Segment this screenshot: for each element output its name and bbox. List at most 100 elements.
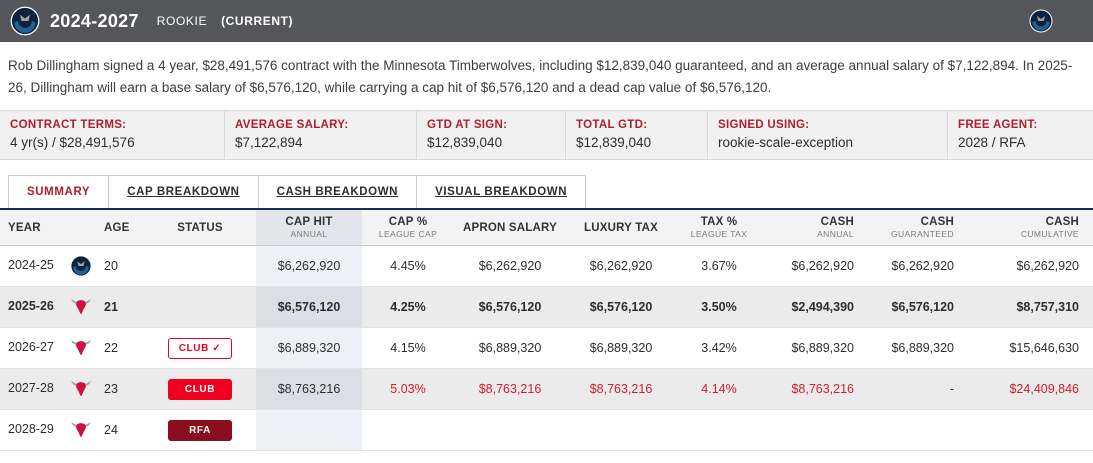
- tax-pct-cell: 3.50%: [701, 300, 737, 315]
- term-label: FREE AGENT:: [958, 119, 1038, 132]
- age-cell: 23: [104, 382, 118, 397]
- cap-hit-cell: [256, 410, 362, 451]
- apron-salary-cell: $6,889,320: [478, 341, 542, 356]
- cash-cumulative-cell: $8,757,310: [1016, 300, 1079, 315]
- term-gtd-at-sign: GTD AT SIGN: $12,839,040: [416, 111, 565, 160]
- contract-summary-text: Rob Dillingham signed a 4 year, $28,491,…: [8, 58, 1073, 95]
- cap-pct-cell: 4.25%: [390, 300, 426, 315]
- team-cell: [58, 337, 104, 359]
- apron-salary-cell: $6,576,120: [478, 300, 542, 315]
- contract-current-label: (CURRENT): [221, 14, 294, 28]
- th-apron-salary: APRON SALARY: [463, 221, 557, 234]
- term-value: 2028 / RFA: [958, 135, 1026, 151]
- table-row: 2027-28 23 CLUB $8,763,216 5.03% $8,763,…: [0, 369, 1093, 411]
- team-cell: [58, 296, 104, 318]
- year-cell: 2027-28: [8, 381, 54, 396]
- term-label: GTD AT SIGN:: [427, 119, 508, 132]
- luxury-tax-cell: $6,889,320: [589, 341, 653, 356]
- status-cell: CLUB: [144, 378, 256, 400]
- status-cell: RFA: [144, 419, 256, 441]
- term-signed-using: SIGNED USING: rookie-scale-exception: [707, 111, 947, 160]
- age-cell: 22: [104, 341, 118, 356]
- status-badge[interactable]: RFA: [168, 419, 232, 441]
- apron-salary-cell: $8,763,216: [478, 382, 542, 397]
- cap-pct-cell: 4.15%: [390, 341, 426, 356]
- term-label: TOTAL GTD:: [576, 119, 648, 132]
- cash-annual-cell: $6,262,920: [791, 259, 854, 274]
- th-cash-cumulative: CASH CUMULATIVE: [1020, 216, 1079, 240]
- term-free-agent: FREE AGENT: 2028 / RFA: [947, 111, 1093, 160]
- cap-pct-cell: 4.45%: [390, 259, 426, 274]
- table-row: 2024-25 20 $6,262,920 4.45% $6,262,920 $…: [0, 246, 1093, 288]
- th-team: [58, 210, 104, 245]
- th-cash-annual: CASH ANNUAL: [817, 216, 854, 240]
- timberwolves-logo: [10, 6, 40, 36]
- th-status: STATUS: [177, 221, 223, 234]
- tab-cash-breakdown[interactable]: CASH BREAKDOWN: [258, 175, 418, 209]
- team-logo: [70, 255, 92, 277]
- cash-guaranteed-cell: $6,576,120: [891, 300, 954, 315]
- timberwolves-logo-right: [1029, 9, 1053, 33]
- team-logo: [70, 296, 92, 318]
- tax-pct-cell: 3.67%: [701, 259, 737, 274]
- cash-cumulative-cell: $15,646,630: [1009, 341, 1079, 356]
- th-cash-guaranteed: CASH GUARANTEED: [890, 216, 954, 240]
- cap-pct-cell: 5.03%: [390, 382, 426, 397]
- year-cell: 2028-29: [8, 422, 54, 437]
- team-logo: [70, 337, 92, 359]
- contract-header-bar: 2024-2027 ROOKIE (CURRENT): [0, 0, 1093, 42]
- contract-type-label: ROOKIE: [156, 14, 208, 28]
- status-badge[interactable]: CLUB: [168, 378, 232, 400]
- contract-terms-strip: CONTRACT TERMS: 4 yr(s) / $28,491,576 AV…: [0, 110, 1093, 161]
- team-cell: [58, 419, 104, 441]
- age-cell: 21: [104, 300, 118, 315]
- cash-cumulative-cell: $24,409,846: [1009, 382, 1079, 397]
- age-cell: 20: [104, 259, 118, 274]
- luxury-tax-cell: $6,262,920: [589, 259, 653, 274]
- status-badge[interactable]: CLUB ✓: [167, 337, 233, 359]
- table-row: 2028-29 24 RFA: [0, 410, 1093, 452]
- table-row: 2026-27 22 CLUB ✓ $6,889,320 4.15% $6,88…: [0, 328, 1093, 370]
- team-logo: [70, 419, 92, 441]
- apron-salary-cell: $6,262,920: [478, 259, 542, 274]
- th-tax-pct: TAX % LEAGUE TAX: [690, 216, 748, 240]
- tab-visual-breakdown[interactable]: VISUAL BREAKDOWN: [417, 175, 587, 209]
- term-value: $12,839,040: [576, 135, 652, 151]
- term-label: CONTRACT TERMS:: [10, 119, 127, 132]
- tab-summary[interactable]: SUMMARY: [8, 175, 110, 209]
- cap-hit-cell: $6,262,920: [256, 246, 362, 287]
- cap-hit-cell: $8,763,216: [256, 369, 362, 410]
- status-cell: CLUB ✓: [144, 337, 256, 359]
- breakdown-tabs: SUMMARY CAP BREAKDOWN CASH BREAKDOWN VIS…: [0, 160, 1093, 209]
- cash-annual-cell: $2,494,390: [791, 300, 854, 315]
- cap-hit-cell: $6,889,320: [256, 328, 362, 369]
- luxury-tax-cell: $6,576,120: [589, 300, 653, 315]
- cash-annual-cell: $8,763,216: [791, 382, 854, 397]
- table-row: 2025-26 21 $6,576,120 4.25% $6,576,120 $…: [0, 287, 1093, 329]
- cap-hit-cell: $6,576,120: [256, 287, 362, 328]
- cash-guaranteed-cell: -: [949, 382, 954, 397]
- team-cell: [58, 255, 104, 277]
- cash-guaranteed-cell: $6,889,320: [891, 341, 954, 356]
- term-label: AVERAGE SALARY:: [235, 119, 349, 132]
- team-cell: [58, 378, 104, 400]
- term-value: $7,122,894: [235, 135, 303, 151]
- term-value: 4 yr(s) / $28,491,576: [10, 135, 135, 151]
- tax-pct-cell: 4.14%: [701, 382, 737, 397]
- term-value: rookie-scale-exception: [718, 135, 854, 151]
- th-year: YEAR: [8, 221, 41, 234]
- term-average-salary: AVERAGE SALARY: $7,122,894: [224, 111, 416, 160]
- year-cell: 2025-26: [8, 299, 54, 314]
- term-value: $12,839,040: [427, 135, 503, 151]
- luxury-tax-cell: $8,763,216: [589, 382, 653, 397]
- th-luxury-tax: LUXURY TAX: [584, 221, 658, 234]
- cash-annual-cell: $6,889,320: [791, 341, 854, 356]
- term-total-gtd: TOTAL GTD: $12,839,040: [565, 111, 707, 160]
- age-cell: 24: [104, 423, 118, 438]
- contract-summary-table: YEAR AGE STATUS CAP HIT ANNUAL CAP % LEAGU…: [0, 208, 1093, 452]
- tab-cap-breakdown[interactable]: CAP BREAKDOWN: [109, 175, 259, 209]
- year-cell: 2026-27: [8, 340, 54, 355]
- table-body: 2024-25 20 $6,262,920 4.45% $6,262,920 $…: [0, 246, 1093, 452]
- cash-guaranteed-cell: $6,262,920: [891, 259, 954, 274]
- th-cap-pct: CAP % LEAGUE CAP: [378, 216, 438, 240]
